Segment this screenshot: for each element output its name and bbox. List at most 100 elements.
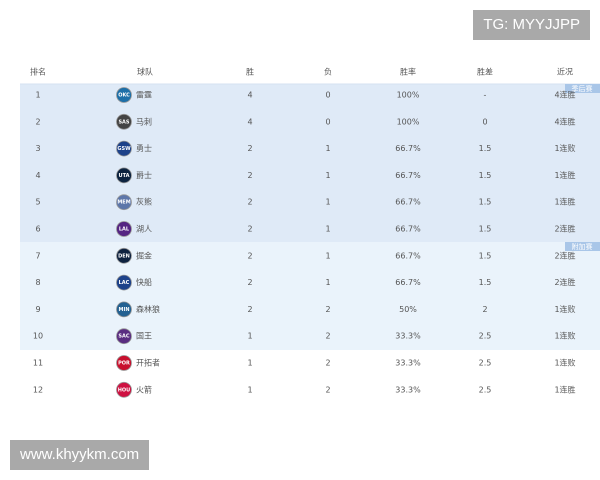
games-behind: 1.5: [479, 225, 492, 234]
win-pct: 33.3%: [395, 359, 421, 368]
streak: 2连胜: [554, 224, 575, 234]
rank: 5: [35, 198, 40, 207]
team-name: 湖人: [136, 225, 152, 234]
column-header: 球队: [137, 67, 153, 77]
losses: 0: [325, 117, 330, 126]
column-header: 排名: [30, 67, 46, 77]
badge: [565, 84, 600, 93]
team-name: 爵士: [136, 170, 152, 180]
streak: 1连胜: [554, 170, 575, 180]
wins: 2: [247, 225, 252, 234]
column-header: 胜差: [477, 67, 493, 77]
team-logo-label: SAC: [118, 334, 129, 340]
rank: 11: [33, 359, 43, 368]
team-name: 勇士: [136, 143, 152, 153]
rank: 8: [35, 278, 40, 287]
games-behind: 1.5: [479, 198, 492, 207]
losses: 1: [325, 278, 330, 287]
games-behind: 2.5: [479, 385, 492, 394]
watermark: www.khyykm.com: [10, 440, 150, 470]
rank: 9: [35, 305, 40, 314]
games-behind: 1.5: [479, 171, 492, 180]
win-pct: 100%: [397, 91, 420, 100]
rank: 4: [35, 171, 40, 180]
losses: 1: [325, 198, 330, 207]
team-name: 灰熊: [136, 197, 152, 207]
team-logo-label: UTA: [119, 173, 130, 179]
team-logo: [116, 301, 132, 318]
rank: 1: [35, 91, 40, 100]
team-logo: [116, 113, 132, 130]
losses: 1: [325, 251, 330, 260]
losses: 2: [325, 305, 330, 314]
losses: 1: [325, 225, 330, 234]
games-behind: 1.5: [479, 144, 492, 153]
team-logo: [116, 274, 132, 291]
team-logo-label: GSW: [117, 146, 131, 152]
team-name: 火箭: [136, 384, 152, 394]
games-behind: 1.5: [479, 278, 492, 287]
team-name: 马刺: [136, 117, 152, 126]
team-logo: [116, 194, 132, 211]
team-name: 雷霆: [136, 91, 152, 100]
win-pct: 66.7%: [395, 278, 421, 287]
streak: 1连败: [554, 331, 575, 341]
streak: 1连胜: [554, 384, 575, 394]
team-name: 掘金: [136, 250, 152, 260]
win-pct: 66.7%: [395, 225, 421, 234]
games-behind: -: [484, 91, 487, 100]
rank: 6: [35, 225, 40, 234]
team-logo-label: DEN: [118, 253, 130, 259]
column-header: 负: [324, 67, 332, 77]
wins: 2: [247, 305, 252, 314]
team-name: 森林狼: [136, 304, 160, 314]
win-pct: 66.7%: [395, 144, 421, 153]
rank: 3: [35, 144, 40, 153]
games-behind: 2.5: [479, 332, 492, 341]
rank: 2: [35, 117, 40, 126]
team-logo: [116, 140, 132, 157]
wins: 2: [247, 251, 252, 260]
win-pct: 66.7%: [395, 198, 421, 207]
team-logo: [116, 355, 132, 371]
team-name: 国王: [136, 332, 152, 341]
rank: 12: [33, 385, 43, 394]
playoff-zone: [20, 84, 600, 242]
wins: 2: [247, 278, 252, 287]
games-behind: 2: [482, 305, 487, 314]
team-logo-label: MIN: [118, 307, 129, 313]
streak: 1连败: [554, 304, 575, 314]
streak: 1连败: [554, 143, 575, 153]
games-behind: 0: [482, 117, 487, 126]
team-logo: [116, 381, 132, 398]
losses: 1: [325, 171, 330, 180]
wins: 2: [247, 198, 252, 207]
wins: 1: [247, 359, 252, 368]
win-pct: 33.3%: [395, 332, 421, 341]
team-logo: [116, 221, 132, 237]
table-body: 排名 球队 胜 负 胜率 胜差 近况 1 OKC 雷霆 4 0 100% - 4连胜 2 SAS 马刺 4 0 100%…: [30, 67, 576, 398]
win-pct: 33.3%: [395, 385, 421, 394]
watermark: TG: MYYJJPP: [473, 10, 590, 40]
team-logo-label: HOU: [118, 387, 131, 393]
streak: 2连胜: [554, 277, 575, 287]
badge-label: 季后赛: [572, 84, 593, 93]
wins: 2: [247, 171, 252, 180]
wins: 4: [247, 91, 252, 100]
team-logo-label: SAS: [118, 119, 129, 125]
losses: 1: [325, 144, 330, 153]
team-logo-label: LAC: [119, 280, 130, 286]
team-logo: [116, 87, 132, 103]
team-logo-label: OKC: [118, 93, 130, 99]
team-logo: [116, 167, 132, 184]
badge: [565, 242, 600, 251]
column-header: 近况: [557, 67, 573, 77]
games-behind: 1.5: [479, 251, 492, 260]
badge-label: 附加赛: [572, 242, 593, 251]
streak: 1连胜: [554, 197, 575, 207]
team-logo: [116, 247, 132, 264]
playin-zone: [20, 242, 600, 350]
team-name: 快船: [136, 277, 152, 287]
